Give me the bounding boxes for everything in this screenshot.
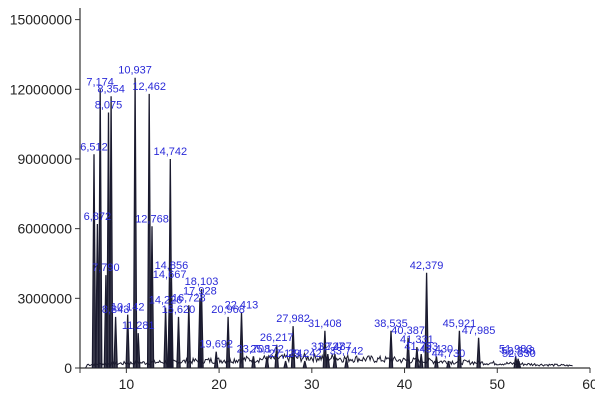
y-tick-label: 12000000 bbox=[10, 81, 73, 97]
peak-label: 7,790 bbox=[92, 262, 120, 274]
peak-label: 52,248 bbox=[501, 346, 535, 358]
x-tick-label: 50 bbox=[489, 376, 505, 392]
peak bbox=[274, 344, 279, 369]
peak bbox=[302, 360, 308, 369]
peak bbox=[91, 154, 97, 369]
peak bbox=[199, 288, 204, 369]
peak-label: 17,928 bbox=[183, 285, 217, 297]
peak-label: 25,172 bbox=[250, 343, 284, 355]
peak-label: 43,430 bbox=[420, 343, 454, 355]
peak bbox=[176, 316, 181, 369]
peak bbox=[186, 305, 192, 369]
peak bbox=[135, 333, 141, 369]
peak-label: 38,535 bbox=[374, 318, 408, 330]
peak bbox=[225, 316, 231, 369]
peak-label: 52,330 bbox=[502, 348, 536, 360]
peak-label: 14,226 bbox=[149, 295, 183, 307]
x-tick-label: 10 bbox=[119, 376, 135, 392]
peak-label: 19,692 bbox=[199, 339, 233, 351]
peak-label: 11,281 bbox=[122, 320, 155, 332]
peak-label: 47,985 bbox=[462, 325, 496, 337]
x-tick-label: 40 bbox=[397, 376, 413, 392]
y-tick-label: 3000000 bbox=[17, 290, 72, 306]
peak bbox=[457, 330, 462, 369]
peak-label: 6,872 bbox=[84, 211, 112, 223]
peak-label: 22,413 bbox=[225, 299, 259, 311]
peak bbox=[516, 360, 522, 369]
peak-label: 42,379 bbox=[410, 260, 444, 272]
peak-label: 10,937 bbox=[118, 65, 152, 77]
peak-label: 15,620 bbox=[162, 304, 196, 316]
peak-label: 45,921 bbox=[443, 318, 477, 330]
peak-label: 14,742 bbox=[154, 146, 188, 158]
peak-label: 7,174 bbox=[86, 76, 114, 88]
x-tick-label: 30 bbox=[304, 376, 320, 392]
peak-label: 27,174 bbox=[269, 348, 303, 360]
x-tick-label: 20 bbox=[211, 376, 227, 392]
peak bbox=[332, 354, 338, 369]
peak bbox=[418, 354, 424, 369]
peak bbox=[97, 89, 103, 369]
peak bbox=[251, 356, 256, 369]
peak bbox=[446, 360, 451, 369]
peak-label: 44,730 bbox=[432, 348, 466, 360]
peak-label: 12,462 bbox=[132, 81, 166, 93]
y-tick-label: 9000000 bbox=[17, 151, 72, 167]
axes: 0 3000000 6000000 9000000 12000000 15000000 10… bbox=[10, 8, 595, 392]
peak-labels: 6,512 6,872 7,174 7,790 8,075 8,354 8,84310,14… bbox=[80, 65, 535, 360]
peak-label: 16,728 bbox=[172, 292, 206, 304]
peak-label: 51,983 bbox=[499, 343, 533, 355]
peak-label: 14,667 bbox=[153, 269, 187, 281]
peak bbox=[344, 358, 349, 369]
peak bbox=[113, 316, 118, 369]
peak-label: 12,768 bbox=[135, 213, 169, 225]
peak bbox=[290, 326, 296, 369]
peak-label: 23,708 bbox=[237, 343, 271, 355]
peak bbox=[163, 307, 168, 369]
peak bbox=[169, 272, 174, 369]
peak bbox=[125, 314, 130, 369]
peak-label: 31,727 bbox=[311, 341, 345, 353]
peak-label: 41,793 bbox=[404, 341, 438, 353]
peak bbox=[239, 312, 244, 369]
peak bbox=[325, 354, 331, 369]
peak-label: 27,982 bbox=[276, 313, 310, 325]
peak bbox=[132, 77, 138, 369]
peak-label: 40,387 bbox=[391, 325, 425, 337]
peak bbox=[322, 330, 328, 369]
peak bbox=[434, 356, 439, 369]
y-tick-label: 15000000 bbox=[10, 12, 73, 28]
peak bbox=[149, 226, 155, 369]
peak-label: 8,354 bbox=[97, 83, 125, 95]
peak bbox=[388, 330, 394, 369]
peak-label: 14,856 bbox=[155, 260, 189, 272]
peak-label: 29,242 bbox=[288, 348, 322, 360]
peak-label: 31,408 bbox=[308, 318, 342, 330]
peak bbox=[264, 356, 270, 369]
peak-label: 32,487 bbox=[318, 341, 352, 353]
x-tick-label: 60 bbox=[582, 376, 595, 392]
y-tick-label: 6000000 bbox=[17, 221, 72, 237]
peak bbox=[414, 347, 420, 369]
peak bbox=[424, 272, 429, 369]
peak-label: 10,142 bbox=[111, 302, 145, 314]
peak bbox=[146, 93, 152, 369]
peak-label: 8,843 bbox=[102, 304, 130, 316]
peak bbox=[405, 337, 411, 369]
y-tick-label: 0 bbox=[64, 360, 72, 376]
peak bbox=[476, 337, 481, 369]
peak bbox=[213, 351, 219, 369]
chromatogram-series bbox=[85, 77, 573, 369]
peak bbox=[108, 96, 114, 369]
peak-label: 8,075 bbox=[95, 100, 123, 112]
peak-label: 20,968 bbox=[211, 304, 245, 316]
peak-label: 33,742 bbox=[330, 346, 364, 358]
peak-label: 41,331 bbox=[400, 334, 434, 346]
peak-label: 26,217 bbox=[260, 332, 294, 344]
peak bbox=[283, 360, 288, 369]
peak-label: 6,512 bbox=[80, 141, 108, 153]
peak-label: 18,103 bbox=[185, 276, 219, 288]
